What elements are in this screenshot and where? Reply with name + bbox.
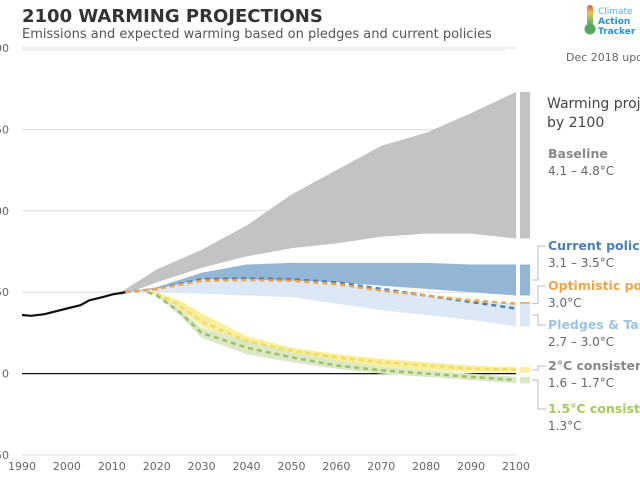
median-optimistic-policies — [125, 278, 517, 305]
scenario-warming-range: 2.7 – 3.0°C — [548, 335, 614, 349]
chart-title: 2100 WARMING PROJECTIONS — [22, 6, 323, 27]
leader-line — [532, 245, 546, 281]
scenario-label: Optimistic policies — [548, 278, 640, 293]
x-tick-label: 2080 — [412, 460, 440, 473]
scenario-label: 1.5°C consistent — [548, 401, 640, 416]
y-tick-label: 0 — [2, 368, 9, 381]
x-tick-label: 2030 — [188, 460, 216, 473]
y-tick-label: -50 — [0, 449, 9, 462]
x-tick-label: 2090 — [457, 460, 485, 473]
svg-text:Action: Action — [598, 17, 630, 27]
range-bar-2100 — [520, 303, 530, 327]
x-tick-label: 2000 — [53, 460, 81, 473]
x-tick-label: 1990 — [8, 460, 36, 473]
scenario-label: 2°C consistent — [548, 358, 640, 373]
median-1-5-c-consistent — [147, 291, 517, 382]
scenario-warming-range: 3.1 – 3.5°C — [548, 256, 614, 270]
band-pledges-targets — [125, 279, 517, 327]
scenario-label: Current policies — [548, 238, 640, 253]
y-tick-label: 150 — [0, 123, 9, 136]
y-tick-label: 50 — [0, 286, 9, 299]
x-tick-label: 2060 — [322, 460, 350, 473]
chart-subtitle: Emissions and expected warming based on … — [22, 27, 492, 42]
svg-text:Climate: Climate — [598, 7, 633, 17]
range-bar-2100 — [520, 91, 530, 239]
x-tick-label: 2100 — [502, 460, 530, 473]
scenario-label: Baseline — [548, 146, 608, 161]
y-tick-label: 200 — [0, 42, 9, 55]
historical-emissions-line — [21, 291, 126, 317]
x-tick-label: 2070 — [367, 460, 395, 473]
x-tick-label: 2040 — [233, 460, 261, 473]
band-baseline — [120, 92, 517, 296]
cat-logo: Climate Action Tracker — [584, 5, 636, 37]
x-tick-label: 2050 — [277, 460, 305, 473]
median-2-c-consistent — [147, 290, 517, 371]
band-2-c-consistent — [147, 290, 516, 373]
scenario-warming-range: 1.3°C — [548, 419, 581, 433]
range-bar-2100 — [520, 376, 530, 384]
leader-line — [532, 285, 546, 305]
x-tick-label: 2020 — [143, 460, 171, 473]
scenario-warming-range: 3.0°C — [548, 296, 581, 310]
legend-header-sub: by 2100 — [547, 115, 604, 131]
scenario-warming-range: 1.6 – 1.7°C — [548, 376, 614, 390]
x-tick-label: 2010 — [98, 460, 126, 473]
scenario-label: Pledges & Targets — [548, 317, 640, 332]
leader-line — [532, 379, 546, 410]
leader-line — [532, 365, 546, 371]
legend-header: Warming projections — [547, 96, 640, 112]
scenario-warming-range: 4.1 – 4.8°C — [548, 164, 614, 178]
y-tick-label: 100 — [0, 205, 9, 218]
leader-line — [532, 314, 546, 326]
update-note: Dec 2018 update — [566, 51, 640, 64]
band-current-policies — [125, 262, 517, 296]
thermometer-icon — [587, 5, 593, 27]
range-bar-2100 — [520, 264, 530, 296]
range-bar-2100 — [520, 367, 530, 373]
svg-text:Tracker: Tracker — [598, 27, 636, 37]
